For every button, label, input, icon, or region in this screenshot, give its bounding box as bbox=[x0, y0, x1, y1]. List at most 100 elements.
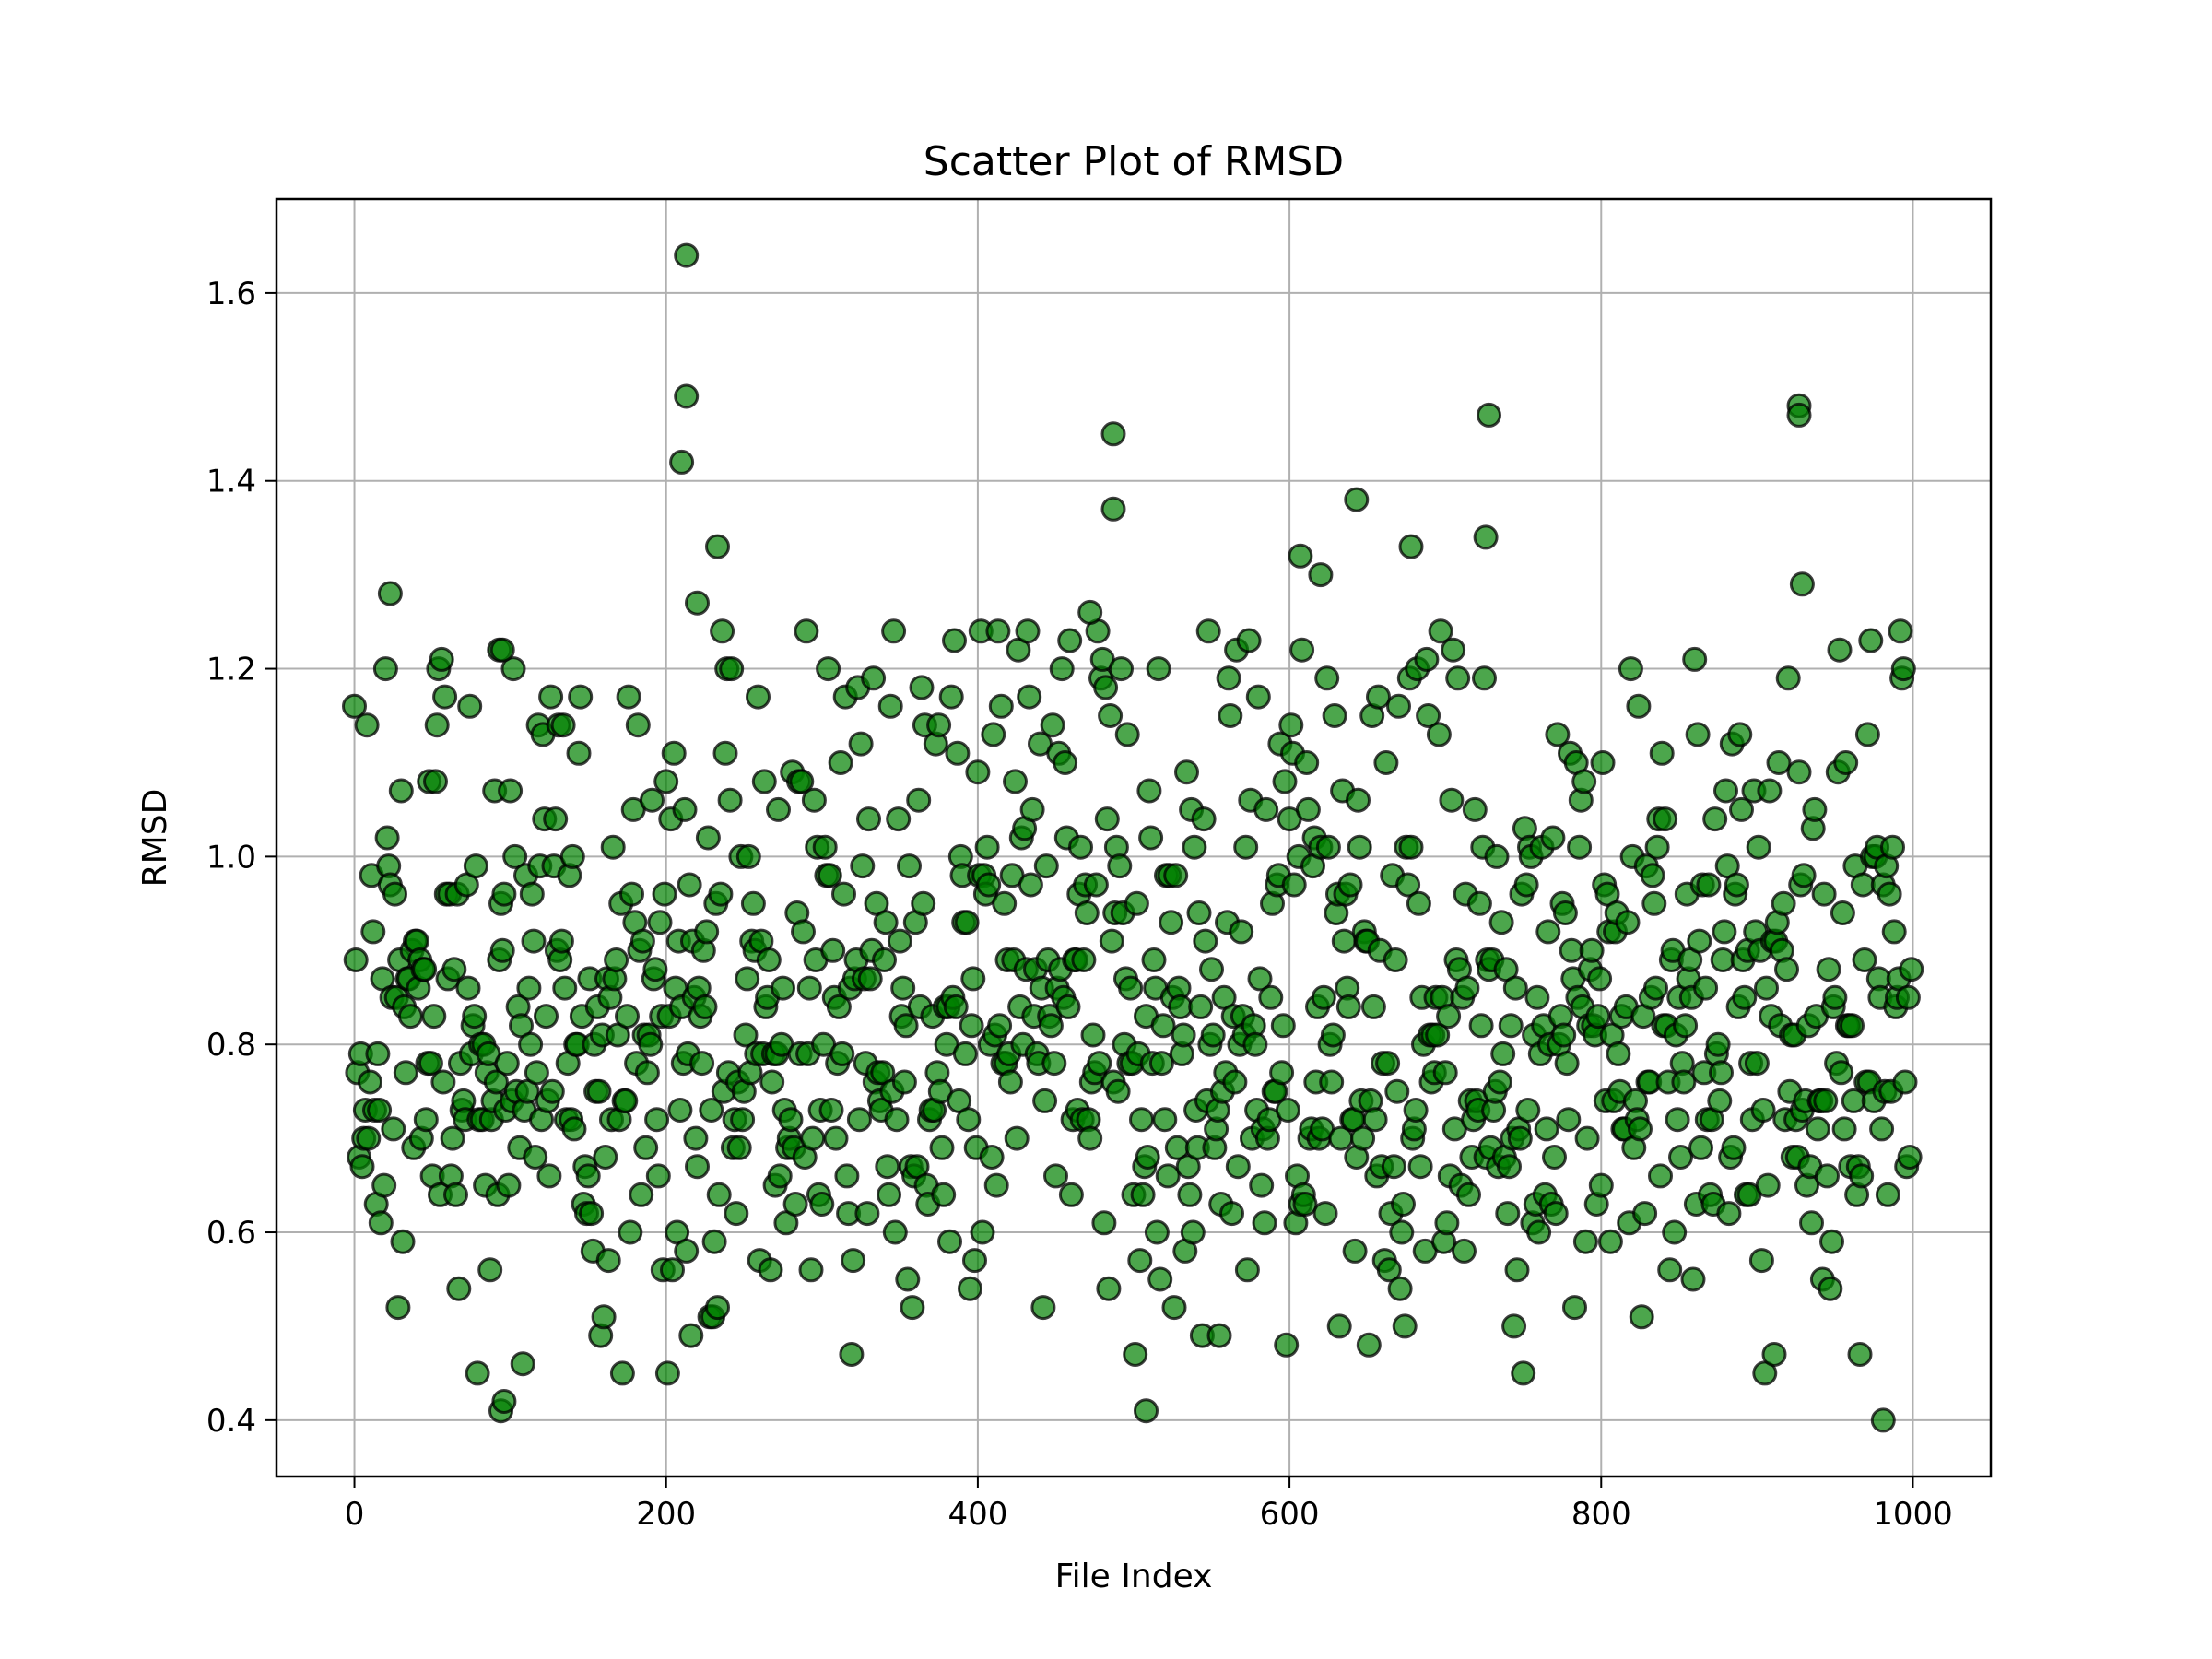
data-point bbox=[465, 1360, 490, 1386]
data-point bbox=[1159, 910, 1184, 935]
data-point bbox=[619, 881, 644, 907]
data-point bbox=[1381, 1154, 1406, 1180]
data-point bbox=[483, 1069, 509, 1095]
data-point bbox=[1182, 834, 1207, 860]
data-point bbox=[1347, 834, 1372, 860]
data-point bbox=[579, 1201, 605, 1227]
data-point bbox=[1320, 1022, 1346, 1048]
data-point bbox=[1398, 834, 1424, 860]
data-point bbox=[692, 994, 718, 1019]
data-point bbox=[906, 787, 932, 813]
data-point bbox=[1754, 975, 1779, 1001]
data-point bbox=[877, 1182, 901, 1207]
data-point bbox=[1774, 957, 1799, 982]
data-point bbox=[1454, 975, 1480, 1001]
data-point bbox=[759, 1069, 785, 1095]
data-point bbox=[897, 853, 922, 879]
data-point bbox=[1629, 1304, 1654, 1330]
data-point bbox=[638, 1031, 664, 1057]
data-point bbox=[1311, 984, 1336, 1010]
data-point bbox=[891, 1069, 917, 1095]
data-point bbox=[708, 881, 734, 907]
data-point bbox=[818, 1098, 844, 1123]
data-point bbox=[615, 1004, 640, 1030]
data-point bbox=[1702, 806, 1728, 832]
x-tick-label: 400 bbox=[947, 1496, 1007, 1533]
data-point bbox=[1618, 656, 1643, 682]
data-point bbox=[1441, 637, 1466, 663]
data-point bbox=[1258, 984, 1284, 1010]
data-point bbox=[895, 1266, 921, 1292]
data-point bbox=[730, 1107, 756, 1133]
data-point bbox=[1456, 1182, 1481, 1207]
data-point bbox=[385, 1295, 411, 1321]
data-point bbox=[1384, 1078, 1410, 1104]
data-point bbox=[1870, 1407, 1896, 1433]
data-point bbox=[441, 957, 467, 982]
data-point bbox=[1498, 1013, 1524, 1039]
data-point bbox=[699, 1098, 724, 1123]
data-point bbox=[1288, 543, 1313, 569]
data-point bbox=[1147, 1266, 1173, 1292]
data-point bbox=[538, 684, 564, 710]
data-point bbox=[1407, 1154, 1433, 1180]
data-point bbox=[960, 966, 986, 992]
data-point bbox=[875, 1154, 900, 1180]
data-point bbox=[1535, 919, 1561, 945]
data-point bbox=[694, 919, 720, 945]
data-point bbox=[489, 937, 515, 963]
data-point bbox=[1033, 853, 1059, 879]
data-point bbox=[877, 693, 903, 719]
data-point bbox=[1775, 665, 1801, 691]
data-point bbox=[1074, 900, 1100, 925]
data-point bbox=[625, 712, 651, 738]
data-point bbox=[1693, 975, 1719, 1001]
data-point bbox=[1218, 703, 1243, 728]
data-point bbox=[1155, 1163, 1181, 1189]
data-point bbox=[1685, 722, 1711, 747]
data-point bbox=[751, 769, 777, 794]
data-point bbox=[985, 618, 1011, 644]
data-point bbox=[1562, 1295, 1587, 1321]
data-point bbox=[1831, 1116, 1857, 1142]
data-point bbox=[1687, 928, 1712, 954]
data-point bbox=[1278, 712, 1304, 738]
data-point bbox=[778, 1107, 804, 1133]
data-point bbox=[550, 712, 576, 738]
data-point bbox=[1484, 843, 1510, 869]
data-point bbox=[645, 1163, 671, 1189]
data-point bbox=[1852, 947, 1877, 972]
data-point bbox=[839, 1342, 865, 1367]
data-point bbox=[374, 825, 400, 851]
data-point bbox=[1628, 1116, 1653, 1142]
data-point bbox=[1107, 853, 1133, 879]
data-point bbox=[1588, 1172, 1614, 1198]
data-point bbox=[1105, 1078, 1131, 1104]
data-point bbox=[1827, 637, 1853, 663]
plot-area-background bbox=[276, 199, 1991, 1477]
data-point bbox=[857, 966, 883, 992]
data-point bbox=[477, 1257, 503, 1283]
data-point bbox=[1093, 675, 1119, 700]
x-tick-label: 800 bbox=[1571, 1496, 1631, 1533]
data-point bbox=[1504, 1257, 1530, 1283]
data-point bbox=[1141, 947, 1167, 972]
data-point bbox=[674, 383, 700, 409]
data-point bbox=[834, 1163, 860, 1189]
data-point bbox=[1053, 750, 1078, 775]
data-point bbox=[1571, 769, 1597, 794]
data-point bbox=[1360, 994, 1386, 1019]
data-point bbox=[1234, 1257, 1260, 1283]
data-point bbox=[1653, 806, 1678, 832]
data-point bbox=[393, 1060, 418, 1086]
data-point bbox=[534, 1004, 559, 1030]
data-point bbox=[1791, 863, 1817, 888]
data-point bbox=[817, 863, 842, 888]
data-point bbox=[1665, 1107, 1690, 1133]
data-point bbox=[1574, 1125, 1600, 1151]
data-point bbox=[890, 975, 916, 1001]
data-point bbox=[719, 656, 745, 682]
data-point bbox=[1490, 1041, 1516, 1066]
data-point bbox=[595, 1248, 621, 1274]
data-point bbox=[424, 712, 450, 738]
